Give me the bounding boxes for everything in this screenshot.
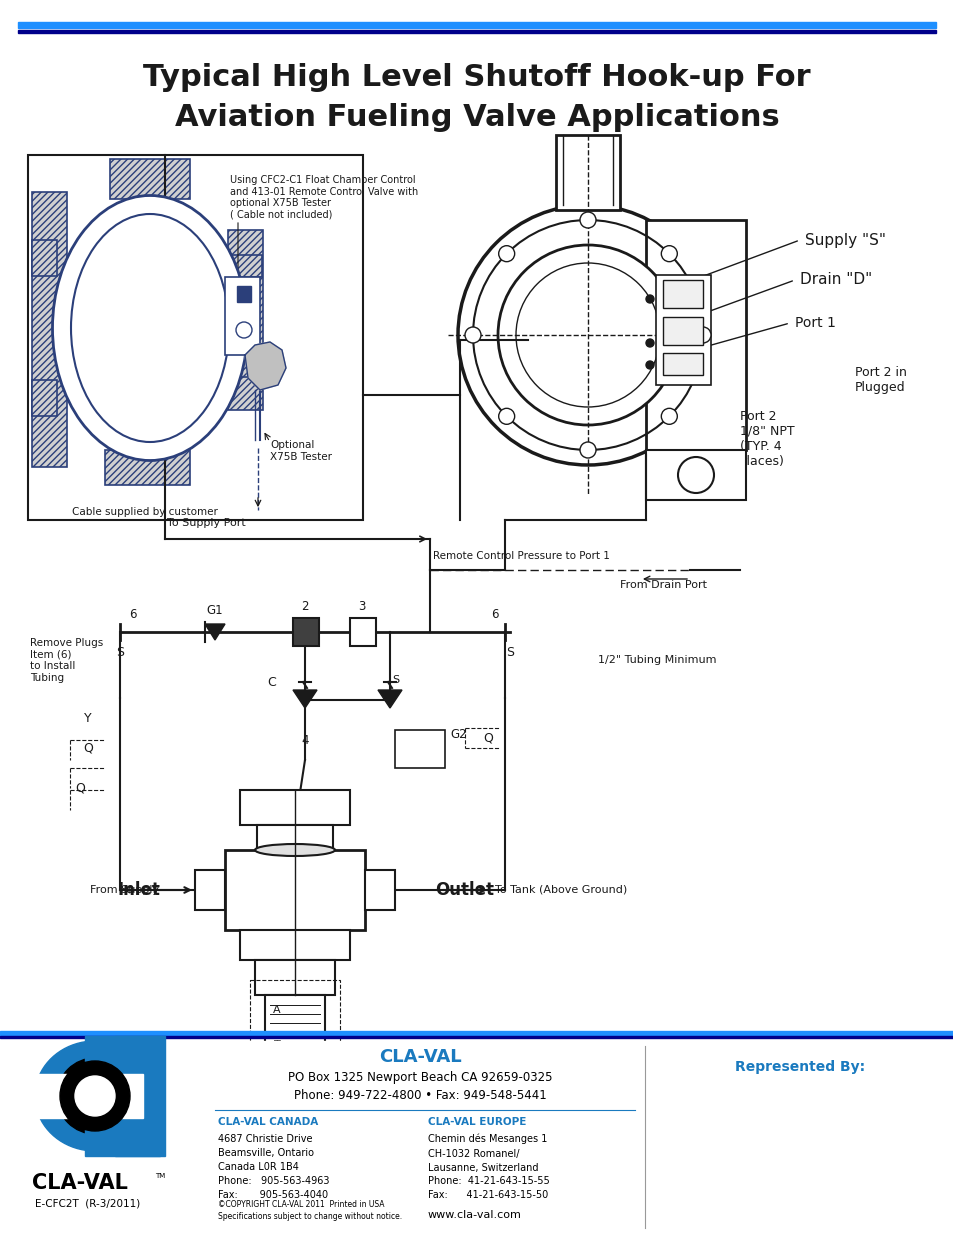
Text: Outlet: Outlet [435, 881, 494, 899]
Bar [662, 353, 702, 375]
Bar [222, 354, 262, 377]
Bar [32, 380, 57, 416]
Text: CLA-VAL EUROPE: CLA-VAL EUROPE [428, 1116, 526, 1128]
Text: From Supply: From Supply [90, 885, 159, 895]
Circle shape [457, 205, 718, 466]
Text: G1: G1 [207, 604, 223, 616]
Circle shape [464, 327, 480, 343]
Bar [0, 1031, 953, 1036]
Text: ©COPYRIGHT CLA-VAL 2011  Printed in USA
Specifications subject to change without: ©COPYRIGHT CLA-VAL 2011 Printed in USA S… [218, 1200, 402, 1221]
Polygon shape [293, 690, 316, 708]
Bar [228, 230, 263, 410]
Bar [110, 159, 190, 199]
Bar [656, 275, 710, 385]
Bar [365, 869, 395, 910]
Circle shape [645, 295, 654, 303]
Bar [256, 825, 333, 850]
Bar [254, 960, 335, 995]
Bar [662, 317, 702, 345]
Bar [662, 280, 702, 308]
Bar [85, 1116, 160, 1156]
Text: 2: 2 [301, 599, 309, 613]
Bar [645, 220, 745, 450]
Bar [250, 981, 339, 1086]
Text: A: A [273, 1005, 280, 1015]
Bar [0, 1041, 953, 1235]
Circle shape [660, 409, 677, 425]
Text: To Supply Port: To Supply Port [167, 517, 246, 529]
Circle shape [235, 322, 252, 338]
Circle shape [660, 246, 677, 262]
Text: Y: Y [84, 711, 91, 725]
Bar [105, 450, 190, 485]
Text: C: C [268, 676, 276, 688]
Bar [115, 1036, 165, 1156]
Bar [0, 1036, 953, 1037]
Text: Supply "S": Supply "S" [804, 232, 885, 247]
Bar [18, 22, 935, 28]
Text: CLA-VAL: CLA-VAL [32, 1173, 128, 1193]
Text: 4687 Christie Drive
Beamsville, Ontario
Canada L0R 1B4
Phone:   905-563-4963
Fax: 4687 Christie Drive Beamsville, Ontario … [218, 1134, 329, 1200]
Text: T: T [274, 1040, 280, 1050]
Circle shape [695, 327, 710, 343]
Bar [18, 30, 935, 33]
Polygon shape [35, 1041, 133, 1151]
Text: 4: 4 [301, 734, 309, 746]
Text: 6: 6 [129, 608, 136, 620]
Text: www.cla-val.com: www.cla-val.com [428, 1210, 521, 1220]
Circle shape [57, 1058, 132, 1134]
Polygon shape [245, 342, 286, 390]
Bar [32, 191, 67, 467]
Text: 1/2" Tubing Minimum: 1/2" Tubing Minimum [598, 655, 716, 664]
Text: Optional
X75B Tester: Optional X75B Tester [270, 440, 332, 462]
Text: Remove Plugs
Item (6)
to Install
Tubing: Remove Plugs Item (6) to Install Tubing [30, 638, 103, 683]
Text: Q: Q [75, 782, 85, 794]
Text: Port 1: Port 1 [794, 316, 835, 330]
Bar [395, 730, 444, 768]
Text: S: S [116, 646, 124, 658]
Circle shape [579, 442, 596, 458]
Text: G2: G2 [450, 729, 466, 741]
Bar [32, 240, 57, 275]
Bar [645, 450, 745, 500]
Circle shape [579, 212, 596, 228]
Text: Port 2 in
Plugged: Port 2 in Plugged [854, 366, 906, 394]
Text: Remote Control Pressure to Port 1: Remote Control Pressure to Port 1 [433, 551, 609, 561]
Circle shape [498, 409, 514, 425]
Bar [240, 790, 350, 825]
Polygon shape [377, 690, 401, 708]
Bar [222, 254, 262, 277]
Circle shape [75, 1076, 115, 1116]
Bar [225, 277, 260, 354]
Bar [85, 1036, 160, 1076]
Text: Inlet: Inlet [117, 881, 160, 899]
Bar [28, 156, 363, 520]
Polygon shape [205, 624, 225, 640]
Text: Using CFC2-C1 Float Chamber Control
and 413-01 Remote Control Valve with
optiona: Using CFC2-C1 Float Chamber Control and … [230, 175, 417, 220]
Text: 6: 6 [491, 608, 498, 620]
Bar [240, 930, 350, 960]
Text: TM: TM [154, 1173, 165, 1179]
Text: Drain "D": Drain "D" [800, 273, 871, 288]
Circle shape [60, 1061, 130, 1131]
Text: S: S [505, 646, 514, 658]
Circle shape [497, 245, 678, 425]
Bar [225, 850, 365, 930]
Ellipse shape [254, 844, 335, 856]
Bar [236, 287, 251, 303]
Bar [33, 1074, 143, 1118]
Text: 3: 3 [358, 599, 365, 613]
Text: PO Box 1325 Newport Beach CA 92659-0325
Phone: 949-722-4800 • Fax: 949-548-5441: PO Box 1325 Newport Beach CA 92659-0325 … [288, 1071, 552, 1102]
Text: To Tank (Above Ground): To Tank (Above Ground) [495, 885, 626, 895]
Text: Aviation Fueling Valve Applications: Aviation Fueling Valve Applications [174, 104, 779, 132]
Bar [350, 618, 375, 646]
Bar [293, 618, 318, 646]
Text: From Drain Port: From Drain Port [619, 580, 706, 590]
Bar [194, 869, 225, 910]
Text: Q: Q [83, 741, 92, 755]
Ellipse shape [71, 214, 229, 442]
Text: Chemin dés Mesanges 1
CH-1032 Romanel/
Lausanne, Switzerland
Phone:  41-21-643-1: Chemin dés Mesanges 1 CH-1032 Romanel/ L… [428, 1134, 549, 1200]
Text: CLA-VAL: CLA-VAL [378, 1049, 461, 1066]
Text: Q: Q [482, 731, 493, 745]
Text: Typical High Level Shutoff Hook-up For: Typical High Level Shutoff Hook-up For [143, 63, 810, 93]
